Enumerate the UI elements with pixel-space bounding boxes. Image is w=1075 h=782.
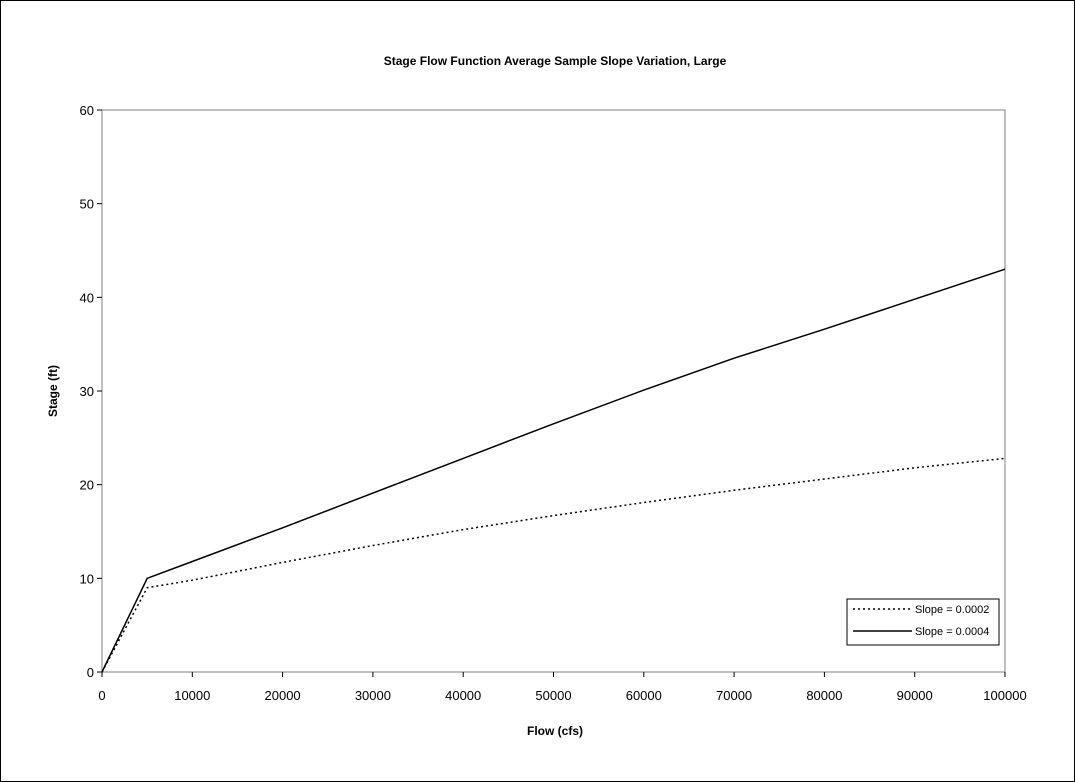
y-axis: 0 10 20 30 40 50 60 xyxy=(80,103,102,680)
y-tick-label: 40 xyxy=(80,290,94,305)
x-tick-label: 70000 xyxy=(716,688,752,703)
x-tick-label: 20000 xyxy=(265,688,301,703)
x-tick-label: 50000 xyxy=(535,688,571,703)
y-tick-label: 60 xyxy=(80,103,94,118)
x-tick-label: 90000 xyxy=(897,688,933,703)
y-tick-label: 0 xyxy=(87,665,94,680)
x-axis-label: Flow (cfs) xyxy=(527,724,583,738)
legend-box xyxy=(846,598,1000,646)
chart-title: Stage Flow Function Average Sample Slope… xyxy=(384,54,727,68)
series-layer xyxy=(101,268,1006,673)
y-tick-label: 10 xyxy=(80,571,94,586)
x-tick-label: 0 xyxy=(98,688,105,703)
legend: Slope = 0.0002 Slope = 0.0004 xyxy=(846,598,1000,646)
x-tick-label: 30000 xyxy=(355,688,391,703)
legend-label-slope-0002: Slope = 0.0002 xyxy=(915,604,989,616)
plot-area xyxy=(101,109,1006,673)
x-tick-label: 80000 xyxy=(806,688,842,703)
y-tick-label: 50 xyxy=(80,197,94,212)
legend-label-slope-0004: Slope = 0.0004 xyxy=(915,626,989,638)
x-tick-label: 10000 xyxy=(174,688,210,703)
series-line-slope-0004 xyxy=(101,268,1006,673)
y-tick-label: 20 xyxy=(80,478,94,493)
x-tick-label: 40000 xyxy=(445,688,481,703)
series-line-slope-0002 xyxy=(101,457,1006,673)
y-axis-label: Stage (ft) xyxy=(46,365,60,417)
y-tick-label: 30 xyxy=(80,384,94,399)
x-tick-label: 100000 xyxy=(983,688,1026,703)
x-tick-label: 60000 xyxy=(626,688,662,703)
x-axis: 0 10000 20000 30000 40000 50000 60000 70000 8000… xyxy=(98,672,1027,703)
